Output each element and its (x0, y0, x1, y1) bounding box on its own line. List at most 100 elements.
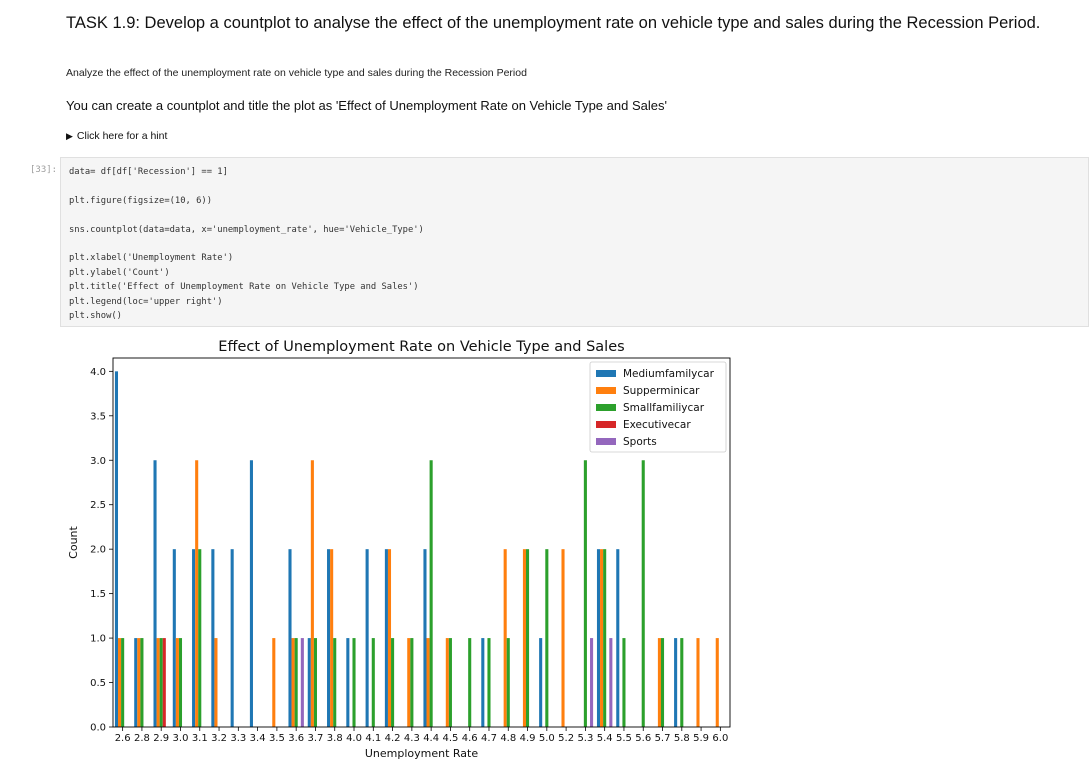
chart-title: Effect of Unemployment Rate on Vehicle T… (218, 339, 624, 355)
bar (660, 638, 665, 727)
bar (118, 638, 122, 727)
bar (211, 549, 215, 727)
bar (310, 460, 314, 727)
code-line: data= df[df['Recession'] == 1] (69, 167, 228, 177)
x-tick-label: 4.2 (385, 733, 401, 744)
bar (487, 638, 491, 727)
bar (230, 549, 234, 727)
x-tick-label: 3.0 (173, 733, 189, 744)
x-tick-label: 4.8 (500, 733, 516, 744)
bar (391, 638, 395, 727)
legend-label: Supperminicar (623, 385, 700, 397)
x-tick-label: 3.4 (250, 733, 266, 744)
x-axis-label: Unemployment Rate (365, 747, 479, 760)
code-line: plt.legend(loc='upper right') (69, 296, 223, 307)
x-tick-label: 4.4 (423, 733, 439, 744)
y-tick-label: 4.0 (90, 367, 106, 378)
x-tick-label: 4.6 (462, 733, 478, 744)
bar (407, 638, 411, 727)
bar (192, 549, 196, 727)
x-tick-label: 5.7 (655, 733, 671, 744)
bar (313, 638, 317, 727)
x-tick-label: 4.5 (442, 733, 458, 744)
disclosure-triangle-icon: ▶ (66, 131, 73, 141)
bar (272, 638, 276, 727)
bar (426, 638, 430, 727)
bar (175, 638, 179, 727)
bar (609, 638, 613, 727)
x-tick-label: 3.7 (308, 733, 324, 744)
bar (503, 549, 507, 727)
x-tick-label: 4.9 (520, 733, 536, 744)
x-tick-label: 2.9 (153, 733, 169, 744)
bar (429, 460, 433, 727)
bar (352, 638, 356, 727)
x-tick-label: 3.5 (269, 733, 285, 744)
code-line: sns.countplot(data=data, x='unemployment… (69, 224, 424, 235)
bar (178, 638, 183, 727)
y-axis-label: Count (67, 525, 80, 558)
bar (198, 549, 202, 727)
code-editor[interactable]: data= df[df['Recession'] == 1] plt.figur… (69, 165, 424, 323)
legend-box (589, 361, 727, 453)
x-tick-label: 3.6 (288, 733, 304, 744)
bar (300, 638, 304, 727)
bar (583, 460, 587, 727)
code-cell[interactable]: data= df[df['Recession'] == 1] plt.figur… (60, 157, 1089, 327)
bar (214, 638, 218, 727)
legend-label: Smallfamiliycar (623, 402, 705, 414)
bar (121, 638, 125, 727)
x-tick-label: 4.7 (481, 733, 497, 744)
x-tick-label: 3.3 (230, 733, 246, 744)
bar (140, 638, 144, 727)
bar (545, 549, 549, 727)
legend-swatch (596, 387, 616, 394)
bar (371, 638, 375, 727)
bar (365, 549, 369, 727)
x-tick-label: 5.2 (558, 733, 574, 744)
bar (153, 460, 157, 727)
bar (680, 638, 684, 727)
bar (384, 549, 388, 727)
bar (616, 549, 620, 727)
bar (330, 549, 334, 727)
bar (445, 638, 449, 727)
x-tick-label: 3.2 (211, 733, 227, 744)
code-line: plt.ylabel('Count') (69, 267, 170, 278)
bar (288, 549, 292, 727)
bar (172, 549, 176, 727)
legend-label: Sports (623, 436, 657, 448)
legend-swatch (596, 370, 616, 377)
code-line: plt.xlabel('Unemployment Rate') (69, 253, 234, 264)
bar (641, 460, 645, 727)
bar (561, 549, 565, 727)
bar (506, 638, 510, 727)
bar (522, 549, 526, 727)
task-instruction: You can create a countplot and title the… (66, 98, 667, 113)
bar (327, 549, 331, 727)
bar (156, 638, 160, 727)
x-tick-label: 5.4 (597, 733, 613, 744)
bar (481, 638, 485, 727)
plot-frame (112, 357, 731, 728)
bar (526, 549, 530, 727)
y-tick-label: 0.5 (90, 678, 106, 689)
bar (423, 549, 427, 727)
bar (674, 638, 678, 727)
bar (307, 638, 311, 727)
x-tick-label: 3.8 (327, 733, 343, 744)
bar (346, 638, 350, 727)
hint-toggle[interactable]: ▶ Click here for a hint (66, 130, 167, 142)
bar (657, 638, 661, 727)
x-tick-label: 3.1 (192, 733, 208, 744)
bar (387, 549, 392, 727)
y-tick-label: 1.0 (90, 634, 106, 645)
code-line: plt.title('Effect of Unemployment Rate o… (69, 282, 419, 293)
legend-swatch (596, 404, 616, 411)
bar (249, 460, 253, 727)
bar (195, 460, 199, 727)
bar (622, 638, 626, 727)
bar (715, 638, 719, 727)
y-tick-label: 2.0 (90, 545, 106, 556)
y-tick-label: 1.5 (90, 589, 106, 600)
